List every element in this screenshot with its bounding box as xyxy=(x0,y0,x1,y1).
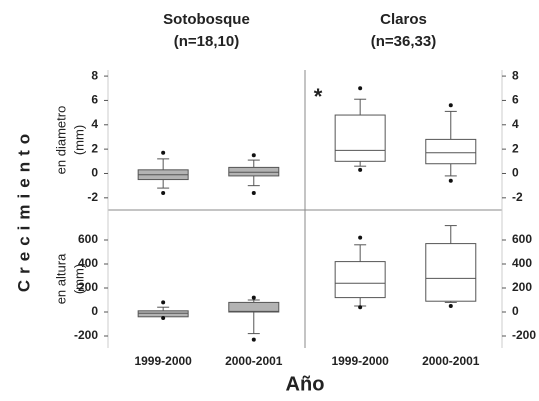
flier xyxy=(161,150,166,155)
flier xyxy=(251,337,256,342)
y-axis-label: en altura xyxy=(53,253,68,304)
y-tick-label: 2 xyxy=(91,141,98,155)
box xyxy=(228,166,280,177)
y-tick-label: 6 xyxy=(91,93,98,107)
x-tick-label: 2000-2001 xyxy=(225,354,283,368)
x-tick-label: 2000-2001 xyxy=(422,354,480,368)
flier xyxy=(161,316,166,320)
y-tick-label: 0 xyxy=(91,166,98,180)
flier xyxy=(448,178,453,183)
box xyxy=(137,310,189,318)
flier xyxy=(161,300,166,305)
flier xyxy=(251,295,256,300)
y-tick-label: -200 xyxy=(512,328,536,342)
y-tick-label: -2 xyxy=(87,190,98,204)
panel-subtitle: (n=36,33) xyxy=(371,33,436,50)
panel-title: Claros xyxy=(380,11,427,28)
flier xyxy=(251,153,256,158)
box xyxy=(425,138,477,165)
y-tick-label: 8 xyxy=(91,68,98,82)
y-tick-label: 0 xyxy=(512,166,519,180)
y-tick-label: 8 xyxy=(512,68,519,82)
y-tick-label: 600 xyxy=(78,232,98,246)
flier xyxy=(358,305,363,310)
x-tick-label: 1999-2000 xyxy=(134,354,192,368)
x-tick-label: 1999-2000 xyxy=(331,354,389,368)
y-axis-label: (mm) xyxy=(71,125,86,155)
panel-title: Sotobosque xyxy=(163,11,250,28)
y-tick-label: 0 xyxy=(512,304,519,318)
panel-subtitle: (n=18,10) xyxy=(174,33,239,50)
y-axis-label: en diametro xyxy=(53,106,68,175)
y-tick-label: 4 xyxy=(91,117,98,131)
box xyxy=(425,243,477,302)
box xyxy=(228,301,280,313)
y-tick-label: 2 xyxy=(512,141,519,155)
y-tick-label: 6 xyxy=(512,93,519,107)
box xyxy=(334,261,386,299)
y-tick-label: 200 xyxy=(512,280,532,294)
y-tick-label: 200 xyxy=(78,280,98,294)
y-tick-label: 0 xyxy=(91,304,98,318)
flier xyxy=(448,304,453,308)
y-tick-label: 400 xyxy=(512,256,532,270)
y-axis-label: (mm) xyxy=(71,264,86,294)
flier xyxy=(251,190,256,195)
box xyxy=(334,114,386,162)
flier xyxy=(161,190,166,195)
flier xyxy=(448,103,453,108)
y-axis-title: Crecimiento xyxy=(14,128,33,292)
y-tick-label: -200 xyxy=(74,328,98,342)
y-tick-label: -2 xyxy=(512,190,523,204)
y-tick-label: 600 xyxy=(512,232,532,246)
y-tick-label: 400 xyxy=(78,256,98,270)
x-axis-title: Año xyxy=(286,373,325,395)
flier xyxy=(358,86,363,91)
flier xyxy=(358,235,363,240)
y-tick-label: 4 xyxy=(512,117,519,131)
annotation: * xyxy=(314,84,323,109)
flier xyxy=(358,167,363,172)
